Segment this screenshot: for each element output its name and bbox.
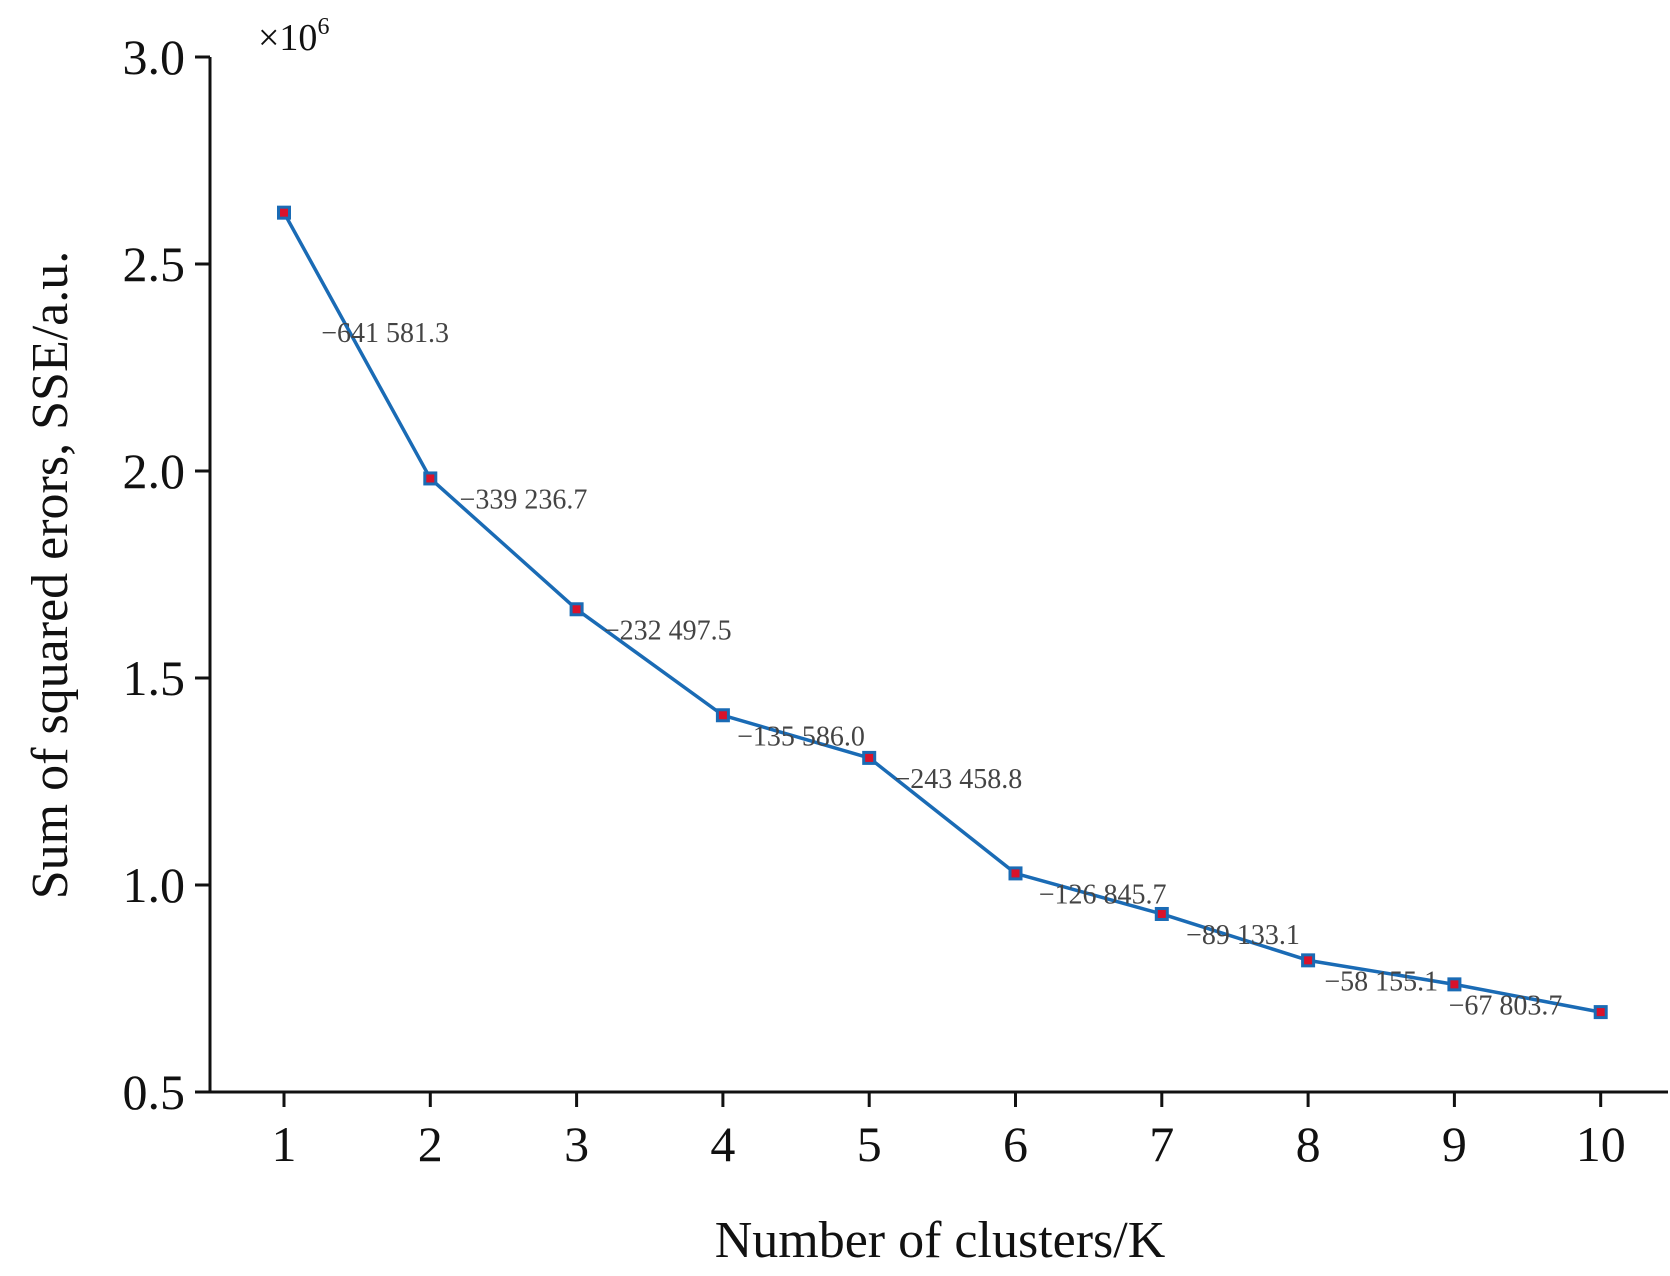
- x-tick-label: 2: [418, 1116, 443, 1172]
- y-scale-multiplier: ×106: [258, 14, 329, 59]
- x-tick-label: 6: [1003, 1116, 1028, 1172]
- series-line: [282, 211, 1602, 1014]
- difference-annotations: −641 581.3 −339 236.7 −232 497.5 −135 586.0…: [321, 318, 1562, 1021]
- x-tick-label: 9: [1442, 1116, 1467, 1172]
- x-tick-label: 7: [1149, 1116, 1174, 1172]
- difference-label: −67 803.7: [1449, 990, 1563, 1021]
- difference-label: −89 133.1: [1186, 920, 1300, 951]
- data-point-marker: [569, 602, 584, 617]
- y-scale-exponent: 6: [317, 14, 329, 40]
- axes: [208, 57, 1668, 1094]
- difference-label: −243 458.8: [894, 764, 1022, 795]
- difference-label: −339 236.7: [460, 484, 588, 515]
- data-point-markers: [277, 205, 1608, 1020]
- difference-label: −58 155.1: [1324, 966, 1438, 997]
- series-line-group: [282, 211, 1602, 1014]
- data-point-marker: [1154, 906, 1169, 921]
- y-tick-label: 2.0: [123, 443, 186, 499]
- data-point-marker: [1447, 977, 1462, 992]
- y-tick-label: 3.0: [123, 29, 186, 85]
- x-tick-label: 4: [710, 1116, 735, 1172]
- data-point-marker: [1593, 1005, 1608, 1020]
- x-axis-title: Number of clusters/K: [715, 1212, 1166, 1269]
- difference-label: −126 845.7: [1039, 879, 1167, 910]
- data-point-marker: [1301, 953, 1316, 968]
- x-ticks: 1 2 3 4 5 6 7 8 9 10: [272, 1092, 1626, 1172]
- difference-label: −641 581.3: [321, 318, 449, 349]
- y-scale-base: ×10: [258, 17, 317, 59]
- x-tick-label: 3: [564, 1116, 589, 1172]
- difference-label: −232 497.5: [604, 615, 732, 646]
- x-tick-label: 8: [1296, 1116, 1321, 1172]
- data-point-marker: [715, 708, 730, 723]
- y-axis-title: Sum of squared erors, SSE/a.u.: [22, 251, 79, 899]
- difference-label: −135 586.0: [737, 721, 865, 752]
- data-point-marker: [862, 750, 877, 765]
- x-tick-label: 1: [272, 1116, 297, 1172]
- y-ticks: 0.5 1.0 1.5 2.0 2.5 3.0: [123, 29, 210, 1120]
- y-tick-label: 0.5: [123, 1064, 186, 1120]
- data-point-marker: [277, 205, 291, 220]
- data-point-marker: [423, 471, 438, 486]
- y-tick-label: 2.5: [123, 236, 186, 292]
- data-point-marker: [1008, 866, 1023, 881]
- x-tick-label: 10: [1576, 1116, 1626, 1172]
- y-tick-label: 1.0: [123, 857, 186, 913]
- x-tick-label: 5: [857, 1116, 882, 1172]
- y-tick-label: 1.5: [123, 650, 186, 706]
